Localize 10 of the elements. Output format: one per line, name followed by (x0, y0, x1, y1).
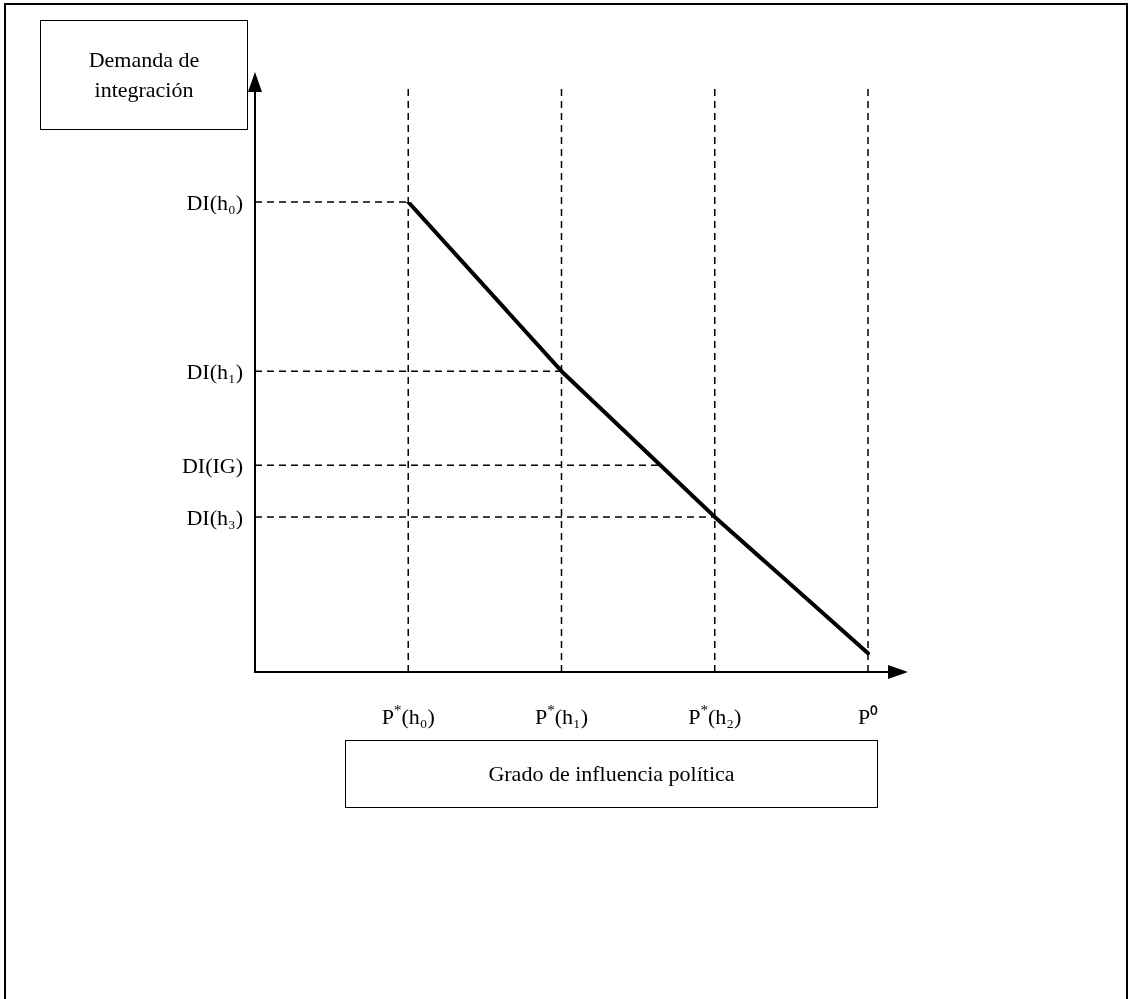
x-axis-title: Grado de influencia política (345, 740, 878, 808)
ref-line-label: DI(h₀) (186, 190, 244, 215)
x-tick-label: P*(h₁) (534, 702, 589, 729)
x-tick-label: P*(h₂) (688, 702, 742, 729)
ref-line-label: DI(h₃) (186, 504, 244, 530)
ref-line-label: DI(IG) (181, 453, 244, 479)
x-tick-label: P*(h₀) (381, 702, 435, 729)
text: Demanda de integración (40, 20, 248, 130)
ref-line-label: DI(h₁) (186, 359, 244, 385)
x-tick-label: P⁰ (857, 704, 879, 729)
